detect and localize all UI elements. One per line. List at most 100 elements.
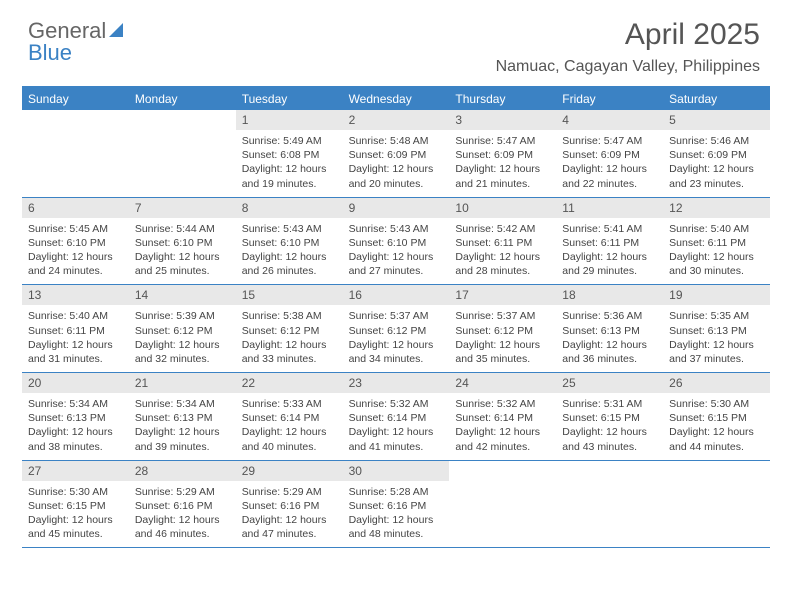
day-body: Sunrise: 5:30 AMSunset: 6:15 PMDaylight:…	[663, 393, 770, 454]
day-number: 27	[22, 461, 129, 481]
day-number: 25	[556, 373, 663, 393]
daylight-line: Daylight: 12 hours and 46 minutes.	[135, 513, 230, 541]
week-row: 13Sunrise: 5:40 AMSunset: 6:11 PMDayligh…	[22, 285, 770, 373]
day-cell: 6Sunrise: 5:45 AMSunset: 6:10 PMDaylight…	[22, 198, 129, 285]
sunrise-line: Sunrise: 5:44 AM	[135, 222, 230, 236]
sunset-line: Sunset: 6:11 PM	[28, 324, 123, 338]
sunset-line: Sunset: 6:16 PM	[349, 499, 444, 513]
sunrise-line: Sunrise: 5:47 AM	[455, 134, 550, 148]
daylight-line: Daylight: 12 hours and 41 minutes.	[349, 425, 444, 453]
daylight-line: Daylight: 12 hours and 31 minutes.	[28, 338, 123, 366]
day-body: Sunrise: 5:33 AMSunset: 6:14 PMDaylight:…	[236, 393, 343, 454]
day-cell: 9Sunrise: 5:43 AMSunset: 6:10 PMDaylight…	[343, 198, 450, 285]
sunrise-line: Sunrise: 5:45 AM	[28, 222, 123, 236]
sunset-line: Sunset: 6:10 PM	[349, 236, 444, 250]
weekday-monday: Monday	[129, 88, 236, 110]
sunrise-line: Sunrise: 5:49 AM	[242, 134, 337, 148]
day-number: 13	[22, 285, 129, 305]
day-cell: 8Sunrise: 5:43 AMSunset: 6:10 PMDaylight…	[236, 198, 343, 285]
sunset-line: Sunset: 6:14 PM	[455, 411, 550, 425]
title-block: April 2025 Namuac, Cagayan Valley, Phili…	[496, 18, 760, 76]
day-cell: 5Sunrise: 5:46 AMSunset: 6:09 PMDaylight…	[663, 110, 770, 197]
sunset-line: Sunset: 6:14 PM	[242, 411, 337, 425]
day-body: Sunrise: 5:32 AMSunset: 6:14 PMDaylight:…	[343, 393, 450, 454]
sunset-line: Sunset: 6:09 PM	[562, 148, 657, 162]
sunrise-line: Sunrise: 5:40 AM	[28, 309, 123, 323]
sunset-line: Sunset: 6:10 PM	[135, 236, 230, 250]
calendar: SundayMondayTuesdayWednesdayThursdayFrid…	[22, 86, 770, 548]
day-number: 19	[663, 285, 770, 305]
daylight-line: Daylight: 12 hours and 23 minutes.	[669, 162, 764, 190]
sunset-line: Sunset: 6:15 PM	[669, 411, 764, 425]
day-cell: 1Sunrise: 5:49 AMSunset: 6:08 PMDaylight…	[236, 110, 343, 197]
day-number: 22	[236, 373, 343, 393]
sunset-line: Sunset: 6:13 PM	[135, 411, 230, 425]
day-number: 1	[236, 110, 343, 130]
day-cell: 16Sunrise: 5:37 AMSunset: 6:12 PMDayligh…	[343, 285, 450, 372]
daylight-line: Daylight: 12 hours and 35 minutes.	[455, 338, 550, 366]
day-cell: 25Sunrise: 5:31 AMSunset: 6:15 PMDayligh…	[556, 373, 663, 460]
day-cell: .	[129, 110, 236, 197]
week-row: 20Sunrise: 5:34 AMSunset: 6:13 PMDayligh…	[22, 373, 770, 461]
day-number: 29	[236, 461, 343, 481]
day-cell: 24Sunrise: 5:32 AMSunset: 6:14 PMDayligh…	[449, 373, 556, 460]
daylight-line: Daylight: 12 hours and 20 minutes.	[349, 162, 444, 190]
weekday-saturday: Saturday	[663, 88, 770, 110]
daylight-line: Daylight: 12 hours and 40 minutes.	[242, 425, 337, 453]
day-cell: 7Sunrise: 5:44 AMSunset: 6:10 PMDaylight…	[129, 198, 236, 285]
sunset-line: Sunset: 6:10 PM	[242, 236, 337, 250]
sunset-line: Sunset: 6:08 PM	[242, 148, 337, 162]
month-title: April 2025	[496, 18, 760, 52]
weekday-sunday: Sunday	[22, 88, 129, 110]
sunset-line: Sunset: 6:09 PM	[349, 148, 444, 162]
sunrise-line: Sunrise: 5:38 AM	[242, 309, 337, 323]
sunset-line: Sunset: 6:14 PM	[349, 411, 444, 425]
sunset-line: Sunset: 6:09 PM	[669, 148, 764, 162]
day-number: 28	[129, 461, 236, 481]
brand-logo: General Blue	[28, 18, 124, 66]
sunset-line: Sunset: 6:11 PM	[669, 236, 764, 250]
daylight-line: Daylight: 12 hours and 33 minutes.	[242, 338, 337, 366]
weekday-tuesday: Tuesday	[236, 88, 343, 110]
weekday-friday: Friday	[556, 88, 663, 110]
sunset-line: Sunset: 6:11 PM	[455, 236, 550, 250]
sunset-line: Sunset: 6:12 PM	[242, 324, 337, 338]
day-body: Sunrise: 5:40 AMSunset: 6:11 PMDaylight:…	[22, 305, 129, 366]
sunset-line: Sunset: 6:10 PM	[28, 236, 123, 250]
day-number: 12	[663, 198, 770, 218]
day-number: 9	[343, 198, 450, 218]
day-number: 17	[449, 285, 556, 305]
sunset-line: Sunset: 6:12 PM	[349, 324, 444, 338]
sunset-line: Sunset: 6:15 PM	[562, 411, 657, 425]
location: Namuac, Cagayan Valley, Philippines	[496, 58, 760, 76]
sunset-line: Sunset: 6:16 PM	[135, 499, 230, 513]
day-cell: .	[556, 461, 663, 548]
day-body: Sunrise: 5:31 AMSunset: 6:15 PMDaylight:…	[556, 393, 663, 454]
day-body: Sunrise: 5:39 AMSunset: 6:12 PMDaylight:…	[129, 305, 236, 366]
day-cell: 2Sunrise: 5:48 AMSunset: 6:09 PMDaylight…	[343, 110, 450, 197]
daylight-line: Daylight: 12 hours and 28 minutes.	[455, 250, 550, 278]
sunrise-line: Sunrise: 5:41 AM	[562, 222, 657, 236]
daylight-line: Daylight: 12 hours and 29 minutes.	[562, 250, 657, 278]
day-number: 11	[556, 198, 663, 218]
sunrise-line: Sunrise: 5:47 AM	[562, 134, 657, 148]
day-number: 15	[236, 285, 343, 305]
day-body: Sunrise: 5:35 AMSunset: 6:13 PMDaylight:…	[663, 305, 770, 366]
day-cell: 28Sunrise: 5:29 AMSunset: 6:16 PMDayligh…	[129, 461, 236, 548]
sunset-line: Sunset: 6:16 PM	[242, 499, 337, 513]
daylight-line: Daylight: 12 hours and 25 minutes.	[135, 250, 230, 278]
weekday-row: SundayMondayTuesdayWednesdayThursdayFrid…	[22, 88, 770, 110]
day-body: Sunrise: 5:42 AMSunset: 6:11 PMDaylight:…	[449, 218, 556, 279]
day-cell: .	[663, 461, 770, 548]
sunrise-line: Sunrise: 5:32 AM	[349, 397, 444, 411]
day-body: Sunrise: 5:44 AMSunset: 6:10 PMDaylight:…	[129, 218, 236, 279]
daylight-line: Daylight: 12 hours and 39 minutes.	[135, 425, 230, 453]
sunrise-line: Sunrise: 5:42 AM	[455, 222, 550, 236]
sunset-line: Sunset: 6:13 PM	[669, 324, 764, 338]
daylight-line: Daylight: 12 hours and 48 minutes.	[349, 513, 444, 541]
day-cell: 18Sunrise: 5:36 AMSunset: 6:13 PMDayligh…	[556, 285, 663, 372]
sunrise-line: Sunrise: 5:34 AM	[135, 397, 230, 411]
day-body: Sunrise: 5:29 AMSunset: 6:16 PMDaylight:…	[236, 481, 343, 542]
day-number: 18	[556, 285, 663, 305]
sunset-line: Sunset: 6:12 PM	[455, 324, 550, 338]
